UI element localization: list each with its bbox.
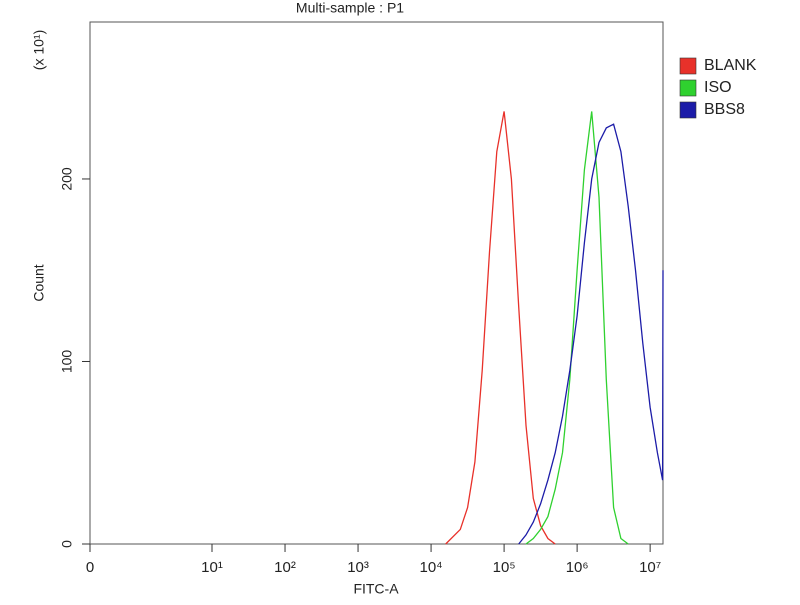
x-tick-label: 10⁵ [493, 559, 516, 576]
histogram-line [445, 111, 556, 545]
legend-swatch [679, 79, 697, 97]
legend-label: ISO [704, 79, 732, 96]
x-tick-label: 10² [274, 559, 296, 576]
x-tick-label: 10⁶ [566, 559, 589, 576]
y-multiplier: (x 10¹) [31, 30, 47, 70]
y-tick-label: 100 [59, 350, 75, 374]
legend-swatch [679, 57, 697, 75]
x-tick-label: 10¹ [201, 559, 223, 576]
histogram-line [525, 111, 629, 545]
y-tick-label: 0 [59, 540, 75, 548]
x-tick-label: 10⁴ [420, 559, 443, 576]
y-tick-label: 200 [59, 167, 75, 191]
x-tick-label: 10⁷ [639, 559, 661, 576]
histogram-line [518, 123, 664, 545]
x-axis-label: FITC-A [353, 581, 399, 597]
legend-swatch [679, 101, 697, 119]
x-tick-label: 10³ [347, 559, 369, 576]
y-axis-label: Count [31, 264, 47, 301]
x-tick-label: 0 [86, 559, 94, 576]
legend-label: BLANK [704, 57, 757, 74]
chart-title: Multi-sample : P1 [296, 0, 404, 16]
legend-label: BBS8 [704, 101, 745, 118]
